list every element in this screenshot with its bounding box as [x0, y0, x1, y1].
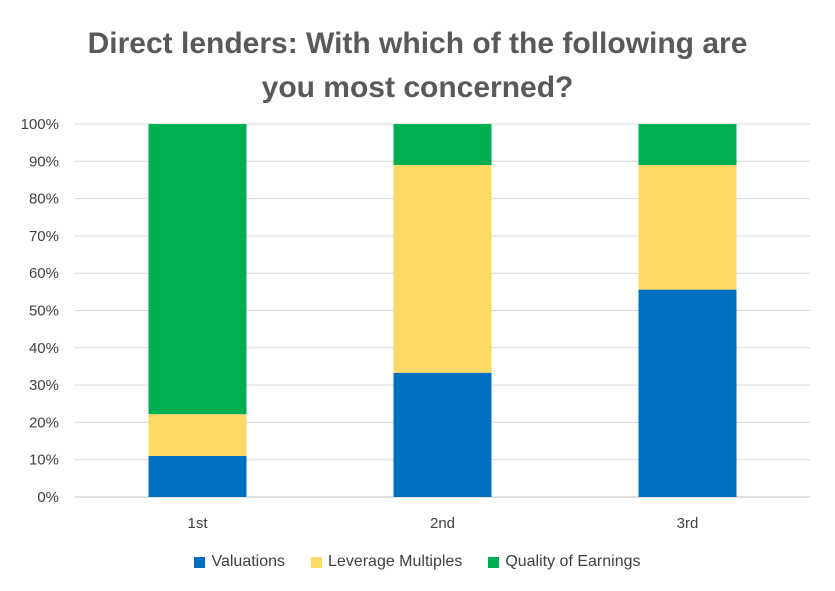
chart-title-line-1: Direct lenders: With which of the follow… — [87, 27, 748, 60]
legend-label-valuations: Valuations — [211, 553, 286, 570]
bar-2nd-quality-of-earnings — [393, 124, 492, 166]
bar-1st-quality-of-earnings — [148, 124, 247, 415]
bar-3rd-valuations — [638, 289, 737, 497]
y-tick-label-100-: 100% — [21, 116, 59, 133]
y-tick-label-30-: 30% — [29, 377, 59, 394]
chart-title: Direct lenders: With which of the follow… — [0, 22, 835, 110]
y-tick-label-80-: 80% — [29, 191, 59, 208]
y-tick-label-20-: 20% — [29, 414, 59, 431]
bar-2nd-leverage-multiples — [393, 165, 492, 373]
chart-title-line-2: you most concerned? — [261, 71, 574, 104]
bar-2nd-valuations — [393, 372, 492, 497]
legend-swatch-quality-of-earnings — [488, 556, 500, 568]
x-tick-label-3rd: 3rd — [677, 515, 699, 532]
legend-label-quality-of-earnings: Quality of Earnings — [505, 553, 641, 570]
y-tick-label-60-: 60% — [29, 265, 59, 282]
x-tick-label-1st: 1st — [187, 515, 208, 532]
y-tick-label-90-: 90% — [29, 153, 59, 170]
legend-item-quality-of-earnings: Quality of Earnings — [488, 553, 641, 571]
legend-item-leverage-multiples: Leverage Multiples — [311, 553, 462, 571]
legend-swatch-leverage-multiples — [311, 556, 323, 568]
bar-1st-leverage-multiples — [148, 414, 247, 456]
bar-1st-valuations — [148, 455, 247, 497]
legend-label-leverage-multiples: Leverage Multiples — [328, 553, 463, 570]
legend-item-valuations: Valuations — [194, 553, 285, 571]
legend: Valuations Leverage Multiples Quality of… — [0, 553, 835, 571]
bar-3rd-quality-of-earnings — [638, 124, 737, 166]
y-tick-label-40-: 40% — [29, 340, 59, 357]
y-tick-label-0-: 0% — [37, 489, 59, 506]
y-tick-label-10-: 10% — [29, 452, 59, 469]
y-tick-label-50-: 50% — [29, 303, 59, 320]
y-tick-label-70-: 70% — [29, 228, 59, 245]
legend-swatch-valuations — [194, 556, 206, 568]
bar-3rd-leverage-multiples — [638, 165, 737, 290]
x-tick-label-2nd: 2nd — [430, 515, 455, 532]
